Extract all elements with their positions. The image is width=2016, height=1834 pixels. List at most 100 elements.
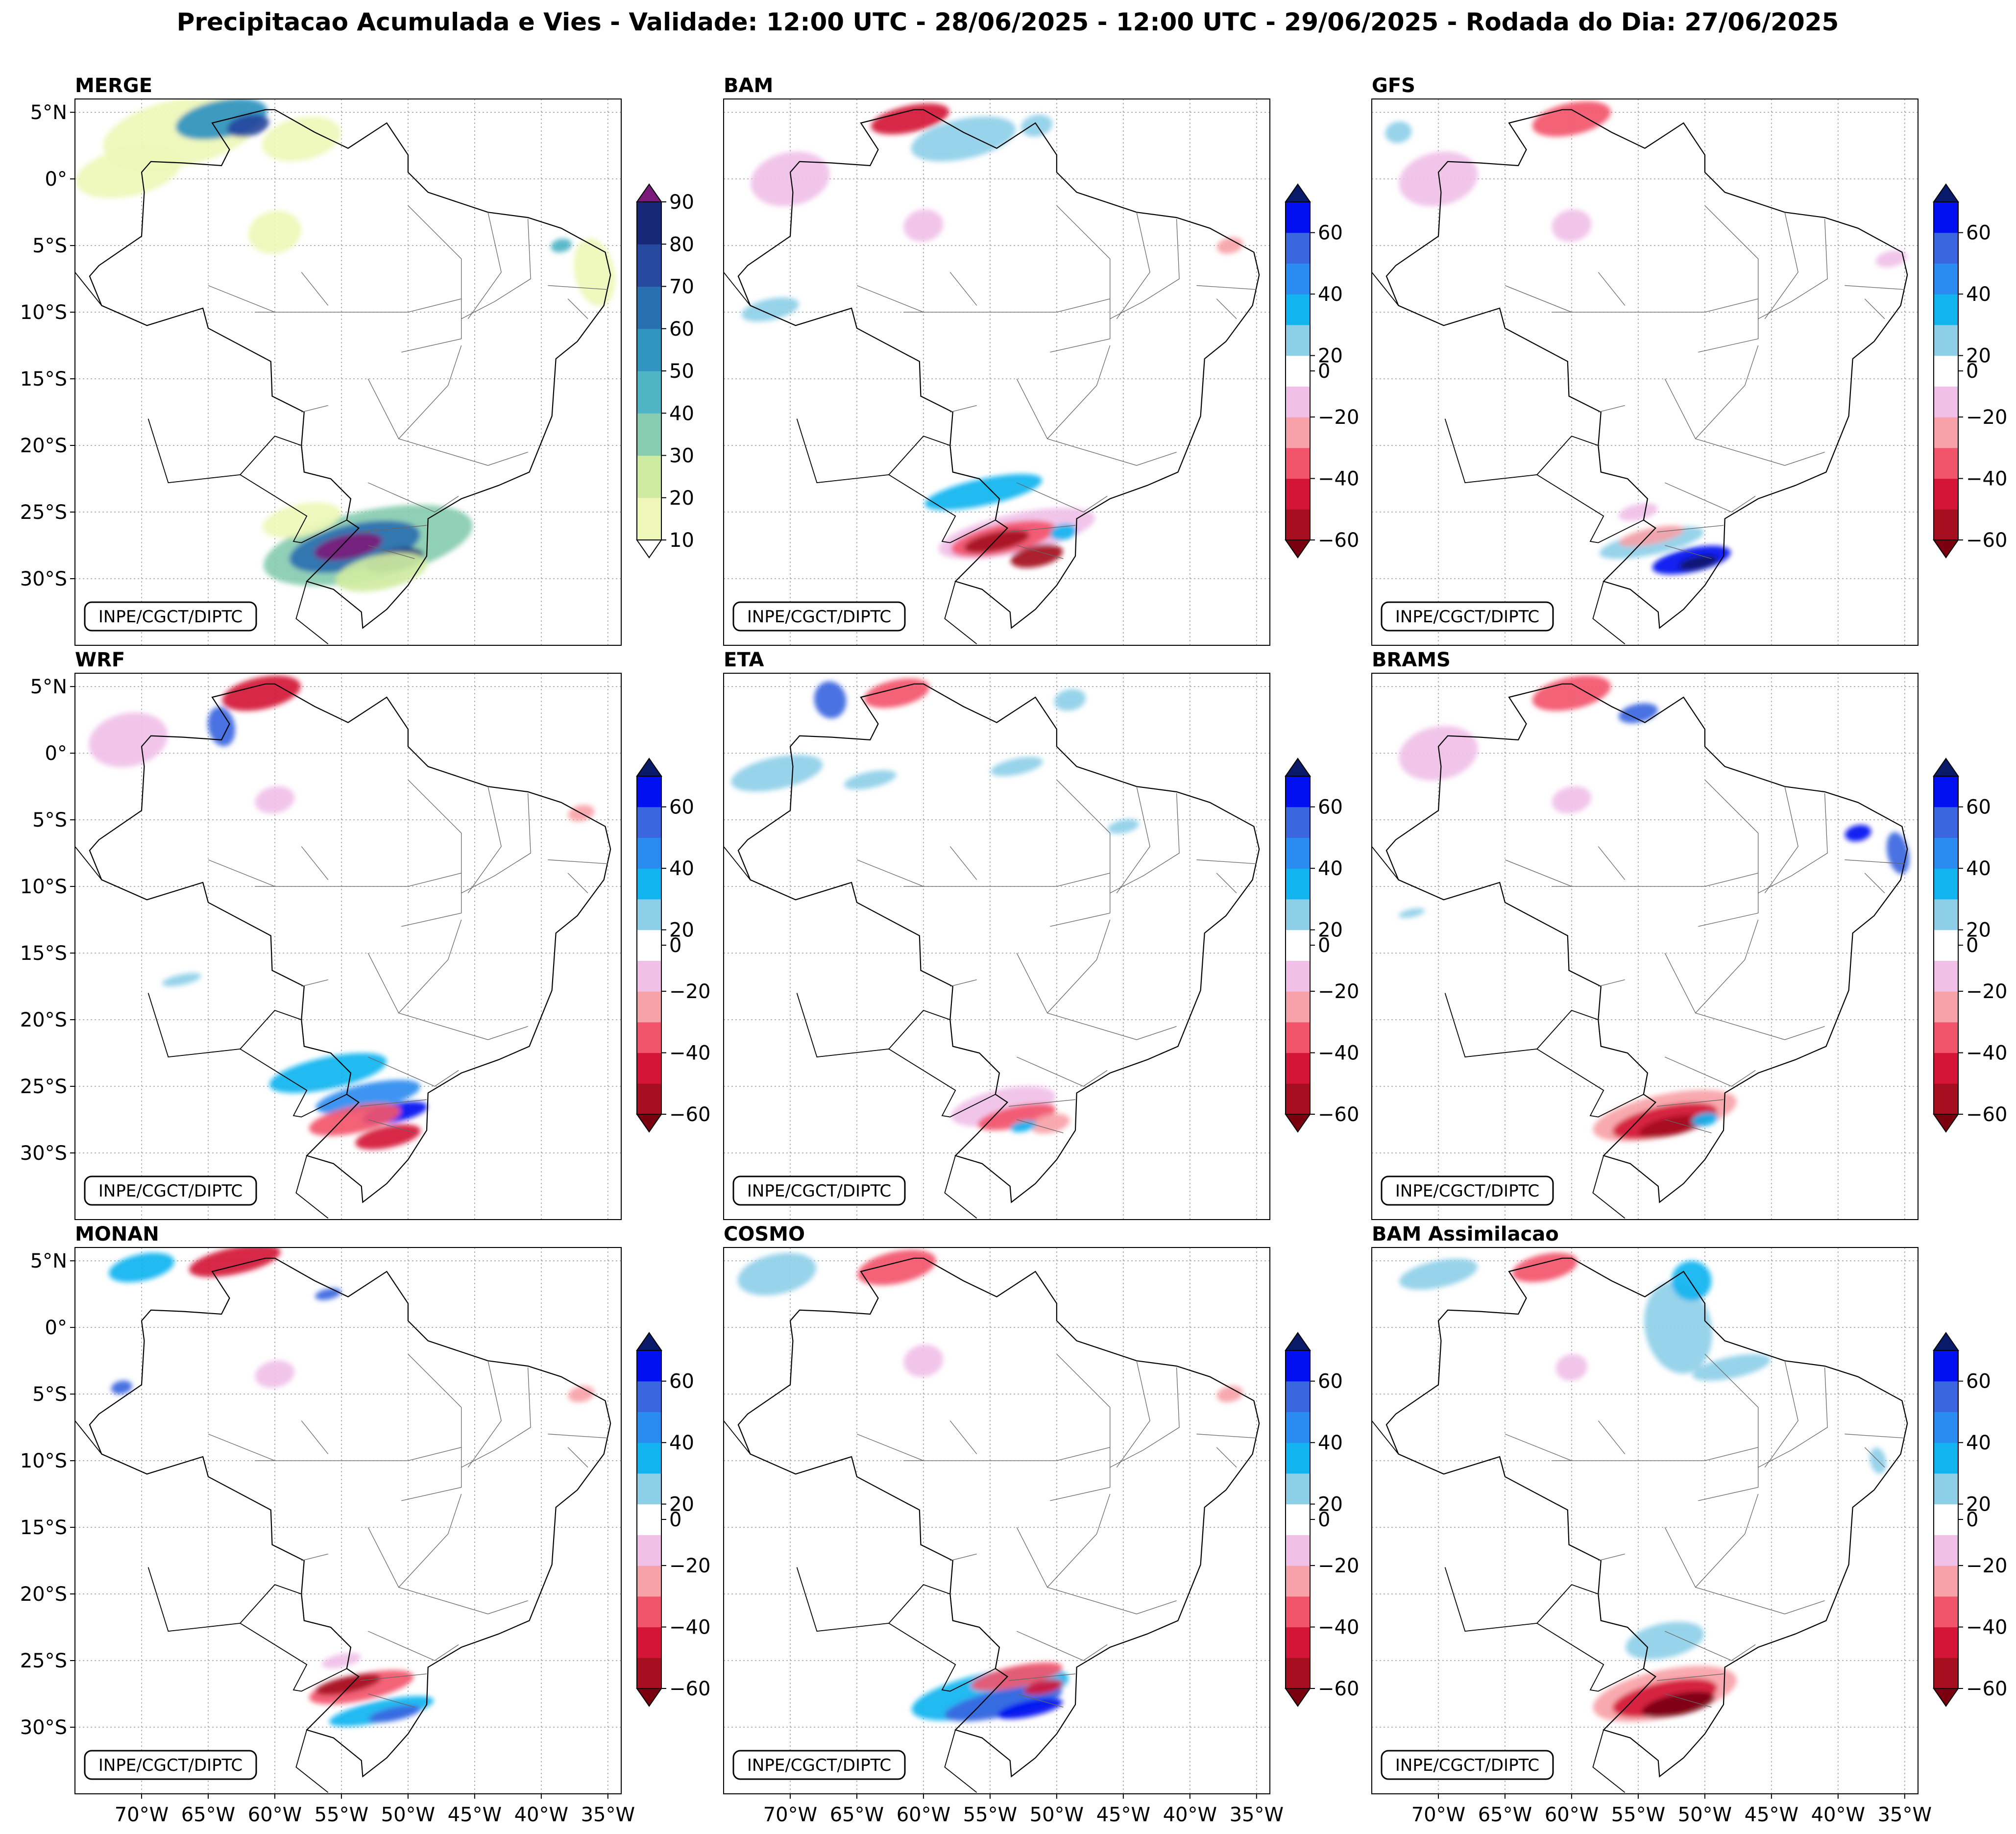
colorbar-segment [1934,1022,1958,1053]
credit-label: INPE/CGCT/DIPTC [98,607,243,627]
panel-title: ETA [724,649,764,671]
state-border [1047,1012,1177,1040]
state-border [367,919,462,1014]
state-border [1505,285,1572,313]
colorbar-tick-label: 0 [669,934,681,957]
state-border [368,545,415,559]
panels: MERGE 5°N 0° 5°S 10°S 15°S 20°S 25°S 30°S INPE/CG… [20,74,2008,1826]
colorbar-segment [637,991,661,1023]
lat-tick-label: 0° [45,168,67,191]
map-frame [1371,673,1919,1220]
colorbar-tick-label: −60 [669,1103,710,1126]
state-border [367,345,462,440]
state-border [255,873,461,887]
state-border [1758,793,1828,894]
peru-border [724,846,751,880]
state-border [1216,873,1237,894]
map-frame [74,1247,622,1794]
bolivia-border [1444,993,1537,1058]
state-border [548,1434,608,1439]
state-border [567,873,588,894]
state-border [301,846,329,880]
data-blob [1010,544,1063,568]
colorbar-segment [1286,1535,1310,1566]
colorbar-tick-label: −20 [669,980,710,1003]
credit-box [84,1175,257,1206]
colorbar-tick-label: −60 [1966,1678,2007,1700]
colorbar-segment [637,1627,661,1658]
colorbar-extend-min [1285,1114,1311,1133]
state-border [401,780,462,927]
colorbar-tick-label: 40 [1966,1432,1991,1454]
lon-tick-label: 40°W [514,1804,568,1826]
colorbar-segment [1286,1596,1310,1628]
credit-label: INPE/CGCT/DIPTC [1395,607,1539,627]
data-blob [971,1662,1063,1691]
lon-tick-label: 55°W [963,1804,1017,1826]
data-blob [1512,1252,1578,1282]
state-border [1864,873,1885,894]
colorbar-segment [1934,1504,1958,1535]
lat-tick-label: 5°N [30,676,67,698]
state-border [1698,1354,1759,1501]
state-border [1598,272,1626,306]
colorbar-tick-label: 40 [1966,857,1991,880]
colorbar-tick-label: 90 [669,191,694,214]
state-border [255,298,461,313]
panel-cosmo: COSMO 70°W 65°W 60°W 55°W 50°W 45°W 40°W 35°W INP… [723,1223,1359,1826]
colorbar-segment [1934,417,1958,448]
data-blob [551,239,572,253]
colorbar-segment [1934,1443,1958,1474]
data-blob [89,712,168,767]
colorbar-tick-label: −40 [1966,468,2007,490]
data-blob [321,1653,361,1668]
state-border [1598,846,1626,880]
state-border [1017,1056,1108,1087]
colorbar-tick-label: −40 [1318,468,1359,490]
colorbar-tick-label: −40 [1318,1042,1359,1065]
lon-tick-label: 55°W [315,1804,368,1826]
panel-merge: MERGE 5°N 0° 5°S 10°S 15°S 20°S 25°S 30°S INPE/CG… [20,74,694,646]
state-border [401,205,462,353]
state-border [1864,1447,1885,1468]
state-border [1665,1119,1712,1133]
colorbar-tick-label: 10 [669,529,694,552]
data-blob [1555,1354,1588,1381]
colorbar-segment [1934,1412,1958,1443]
data-blob [814,681,847,719]
data-blob [1678,555,1718,571]
paraguay-border [1536,1584,1648,1692]
colorbar-extend-min [1285,539,1311,559]
state-border [461,793,531,894]
data-blob [1216,237,1243,254]
data-blob [109,1252,174,1282]
colorbar-segment [1286,960,1310,992]
colorbar-tick-label: 60 [1318,796,1343,819]
data-blob [111,1380,132,1394]
bolivia-border [796,993,889,1058]
state-border [461,1367,531,1468]
state-border [1196,1434,1257,1439]
map-layer [1372,673,1918,1220]
peru-border [724,271,751,306]
peru-border [724,1420,751,1455]
state-border [1695,1587,1825,1614]
state-border [1695,1012,1825,1040]
panel-title: GFS [1372,74,1415,97]
data-blob [255,786,295,814]
colorbar-segment [1934,929,1958,961]
figure-title: Precipitacao Acumulada e Vies - Validade… [177,8,1839,36]
panel-monan: MONAN 5°N 0° 5°S 10°S 15°S 20°S 25°S 30°S 70°W 65°… [20,1223,711,1826]
colorbar-tick-label: 60 [669,796,694,819]
state-border [401,1354,462,1501]
lon-tick-label: 35°W [1230,1804,1284,1826]
state-border [1016,919,1111,1014]
colorbar-segment [1286,1083,1310,1115]
colorbar-segment [1934,294,1958,325]
lon-tick-label: 40°W [1811,1804,1865,1826]
state-border [1656,525,1724,533]
colorbar-segment [1286,447,1310,479]
colorbar-segment [637,1083,661,1115]
map-layer [724,1247,1270,1794]
state-border [567,1447,588,1468]
